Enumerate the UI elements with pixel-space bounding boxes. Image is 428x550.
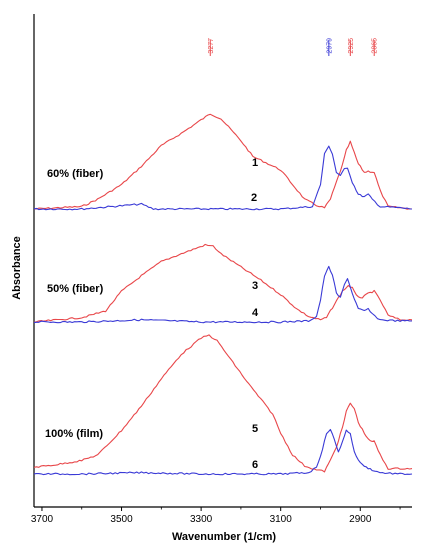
- series-lines: [33, 113, 413, 476]
- peak-marker-label: 2925: [348, 38, 355, 54]
- panel-label: 50% (fiber): [47, 283, 104, 295]
- series-5-line: [33, 334, 413, 473]
- peak-marker-label: 2979: [326, 38, 333, 54]
- series-3-label: 3: [252, 280, 258, 292]
- peak-marker-label: 2865: [372, 38, 379, 54]
- x-tick-label: 3300: [190, 514, 213, 525]
- x-tick-label: 3500: [110, 514, 133, 525]
- series-5-label: 5: [252, 423, 258, 435]
- series-6-line: [33, 428, 413, 476]
- x-tick-label: 2900: [349, 514, 372, 525]
- series-4-label: 4: [252, 307, 259, 319]
- series-6-label: 6: [252, 459, 258, 471]
- x-tick-label: 3700: [31, 514, 54, 525]
- x-tick-label: 3100: [270, 514, 293, 525]
- axes: 3700 3500 3300 3100 2900: [31, 14, 412, 525]
- series-4-line: [33, 265, 413, 324]
- peak-markers: 3277 2979 2925 2865: [208, 38, 379, 56]
- series-1-label: 1: [252, 157, 258, 169]
- series-2-line: [33, 145, 413, 211]
- x-axis-title: Wavenumber (1/cm): [172, 531, 276, 543]
- panel-label: 100% (film): [45, 428, 103, 440]
- series-3-line: [33, 243, 413, 323]
- annotations: 60% (fiber) 1 2 50% (fiber) 3 4 100% (film) 5 6: [45, 157, 259, 471]
- panel-label: 60% (fiber): [47, 168, 104, 180]
- peak-marker-label: 3277: [208, 38, 215, 54]
- series-1-line: [34, 113, 413, 210]
- y-axis-title: Absorbance: [11, 236, 23, 300]
- series-2-label: 2: [251, 192, 257, 204]
